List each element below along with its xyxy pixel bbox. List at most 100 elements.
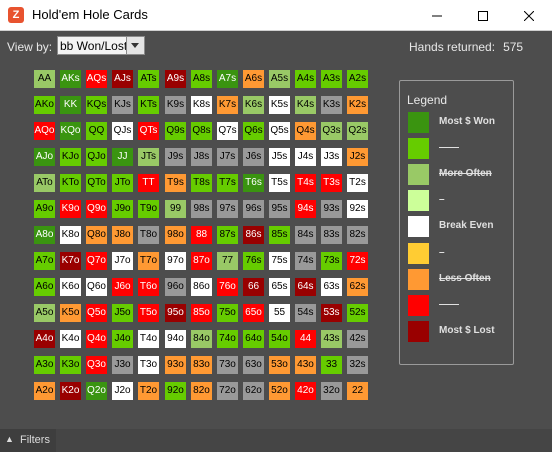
hand-cell[interactable]: J2o [112, 382, 133, 400]
hand-cell[interactable]: KTs [138, 96, 159, 114]
hand-cell[interactable]: Q5s [269, 122, 290, 140]
hand-cell[interactable]: 42o [295, 382, 316, 400]
hand-cell[interactable]: 55 [269, 304, 290, 322]
hand-cell[interactable]: 64o [243, 330, 264, 348]
hand-cell[interactable]: T3s [321, 174, 342, 192]
hand-cell[interactable]: T8s [191, 174, 212, 192]
hand-cell[interactable]: KTo [60, 174, 81, 192]
hand-cell[interactable]: T2o [138, 382, 159, 400]
hand-cell[interactable]: 86s [243, 226, 264, 244]
hand-cell[interactable]: A2o [34, 382, 55, 400]
hand-cell[interactable]: A4s [295, 70, 316, 88]
hand-cell[interactable]: 97s [217, 200, 238, 218]
hand-cell[interactable]: K5s [269, 96, 290, 114]
hand-cell[interactable]: 84s [295, 226, 316, 244]
hand-cell[interactable]: 83s [321, 226, 342, 244]
hand-cell[interactable]: 97o [165, 252, 186, 270]
hand-cell[interactable]: 43s [321, 330, 342, 348]
hand-cell[interactable]: 98o [165, 226, 186, 244]
hand-cell[interactable]: AA [34, 70, 55, 88]
hand-cell[interactable]: J8o [112, 226, 133, 244]
hand-cell[interactable]: T8o [138, 226, 159, 244]
hand-cell[interactable]: K2o [60, 382, 81, 400]
hand-cell[interactable]: KJs [112, 96, 133, 114]
hand-cell[interactable]: TT [138, 174, 159, 192]
hand-cell[interactable]: Q6s [243, 122, 264, 140]
hand-cell[interactable]: K2s [347, 96, 368, 114]
hand-cell[interactable]: QJs [112, 122, 133, 140]
hand-cell[interactable]: AJs [112, 70, 133, 88]
hand-cell[interactable]: 42s [347, 330, 368, 348]
hand-cell[interactable]: J7o [112, 252, 133, 270]
hand-cell[interactable]: K9o [60, 200, 81, 218]
hand-cell[interactable]: T9o [138, 200, 159, 218]
hand-cell[interactable]: 85s [269, 226, 290, 244]
hand-cell[interactable]: K6s [243, 96, 264, 114]
hand-cell[interactable]: 87s [217, 226, 238, 244]
hand-cell[interactable]: Q7s [217, 122, 238, 140]
hand-cell[interactable]: QQ [86, 122, 107, 140]
hand-cell[interactable]: J6s [243, 148, 264, 166]
filters-toggle[interactable]: ▲ Filters [0, 429, 56, 452]
hand-cell[interactable]: K3s [321, 96, 342, 114]
hand-cell[interactable]: 72o [217, 382, 238, 400]
hand-cell[interactable]: A3s [321, 70, 342, 88]
hand-cell[interactable]: T4o [138, 330, 159, 348]
hand-cell[interactable]: 88 [191, 226, 212, 244]
hand-cell[interactable]: J3s [321, 148, 342, 166]
hand-cell[interactable]: A8s [191, 70, 212, 88]
hand-cell[interactable]: 82s [347, 226, 368, 244]
hand-cell[interactable]: 74s [295, 252, 316, 270]
hand-cell[interactable]: 94o [165, 330, 186, 348]
hand-cell[interactable]: A7o [34, 252, 55, 270]
hand-cell[interactable]: T7o [138, 252, 159, 270]
maximize-button[interactable] [460, 0, 506, 31]
chevron-down-icon[interactable] [126, 37, 144, 54]
hand-cell[interactable]: 99 [165, 200, 186, 218]
hand-cell[interactable]: J4s [295, 148, 316, 166]
hand-cell[interactable]: AKs [60, 70, 81, 88]
hand-cell[interactable]: A9o [34, 200, 55, 218]
minimize-button[interactable] [414, 0, 460, 31]
hand-cell[interactable]: A3o [34, 356, 55, 374]
hand-cell[interactable]: JTs [138, 148, 159, 166]
hand-cell[interactable]: 93o [165, 356, 186, 374]
hand-cell[interactable]: T6s [243, 174, 264, 192]
hand-cell[interactable]: KJo [60, 148, 81, 166]
hand-cell[interactable]: T7s [217, 174, 238, 192]
hand-cell[interactable]: T6o [138, 278, 159, 296]
hand-cell[interactable]: Q7o [86, 252, 107, 270]
hand-cell[interactable]: A9s [165, 70, 186, 88]
hand-cell[interactable]: 66 [243, 278, 264, 296]
hand-cell[interactable]: AJo [34, 148, 55, 166]
hand-cell[interactable]: A7s [217, 70, 238, 88]
hand-cell[interactable]: 52s [347, 304, 368, 322]
hand-cell[interactable]: A8o [34, 226, 55, 244]
hand-cell[interactable]: 73o [217, 356, 238, 374]
hand-cell[interactable]: J2s [347, 148, 368, 166]
hand-cell[interactable]: 75o [217, 304, 238, 322]
hand-cell[interactable]: 63o [243, 356, 264, 374]
hand-cell[interactable]: 32o [321, 382, 342, 400]
hand-cell[interactable]: J5s [269, 148, 290, 166]
hand-cell[interactable]: 95o [165, 304, 186, 322]
hand-cell[interactable]: 83o [191, 356, 212, 374]
hand-cell[interactable]: 73s [321, 252, 342, 270]
hand-cell[interactable]: K5o [60, 304, 81, 322]
hand-cell[interactable]: J8s [191, 148, 212, 166]
hand-cell[interactable]: T3o [138, 356, 159, 374]
hand-cell[interactable]: 33 [321, 356, 342, 374]
hand-cell[interactable]: T2s [347, 174, 368, 192]
hand-cell[interactable]: 85o [191, 304, 212, 322]
hand-cell[interactable]: 43o [295, 356, 316, 374]
hand-cell[interactable]: KQo [60, 122, 81, 140]
hand-cell[interactable]: J6o [112, 278, 133, 296]
hand-cell[interactable]: 86o [191, 278, 212, 296]
hand-cell[interactable]: 82o [191, 382, 212, 400]
hand-cell[interactable]: 95s [269, 200, 290, 218]
hand-cell[interactable]: A4o [34, 330, 55, 348]
hand-cell[interactable]: K7o [60, 252, 81, 270]
hand-cell[interactable]: 87o [191, 252, 212, 270]
hand-cell[interactable]: K4s [295, 96, 316, 114]
hand-cell[interactable]: T9s [165, 174, 186, 192]
